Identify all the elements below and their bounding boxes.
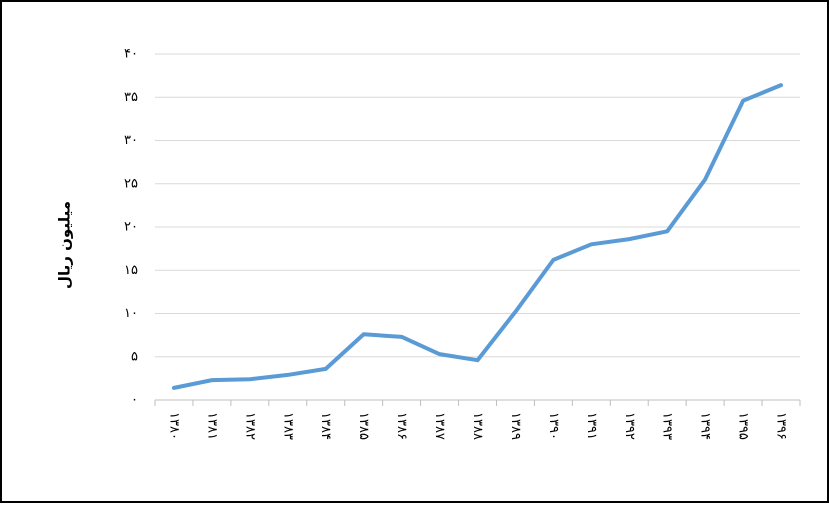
- x-tick-label: ۱۳۸۹: [508, 412, 523, 440]
- x-tick-label: ۱۳۸۷: [432, 412, 447, 440]
- y-tick-label: ۵: [131, 349, 138, 364]
- y-tick-label: ۰: [131, 393, 138, 408]
- y-tick-label: ۳۵: [124, 90, 138, 105]
- x-tick-label: ۱۳۹۲: [622, 412, 637, 440]
- x-tick-label: ۱۳۸۰: [166, 412, 181, 440]
- x-tick-label: ۱۳۹۵: [736, 412, 751, 440]
- y-axis-label: میلیون ریال: [56, 201, 74, 289]
- x-tick-label: ۱۳۸۲: [242, 412, 257, 440]
- x-tick-label: ۱۳۹۳: [660, 412, 675, 440]
- x-tick-label: ۱۳۸۳: [280, 412, 295, 440]
- x-tick-label: ۱۳۹۰: [546, 412, 561, 440]
- y-tick-label: ۱۰: [124, 306, 138, 321]
- x-tick-label: ۱۳۸۸: [470, 412, 485, 440]
- line-series: [171, 83, 784, 390]
- y-tick-label: ۴۰: [124, 47, 138, 62]
- x-tick-label: ۱۳۸۴: [318, 412, 333, 440]
- x-tick-label: ۱۳۸۵: [356, 412, 371, 440]
- x-tick-label: ۱۳۸۶: [394, 412, 409, 440]
- y-tick-label: ۱۵: [124, 263, 138, 278]
- x-tick-label: ۱۳۸۱: [204, 412, 219, 440]
- y-tick-label: ۲۵: [124, 176, 138, 191]
- y-tick-label: ۲۰: [124, 220, 138, 235]
- x-tick-label: ۱۳۹۴: [698, 412, 713, 440]
- x-tick-label: ۱۳۹۱: [584, 412, 599, 440]
- x-tick-label: ۱۳۹۶: [774, 412, 789, 440]
- y-tick-label: ۳۰: [124, 133, 138, 148]
